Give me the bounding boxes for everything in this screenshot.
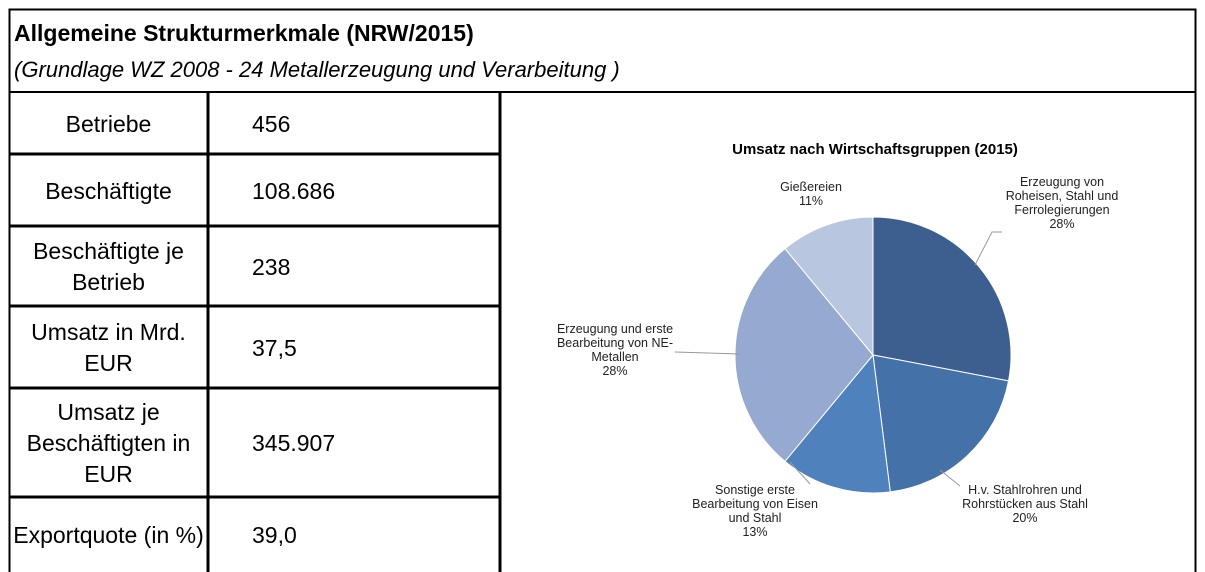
subtitle: (Grundlage WZ 2008 - 24 Metallerzeugung … bbox=[14, 57, 620, 82]
row-label: Exportquote (in %) bbox=[13, 522, 204, 548]
pie-label: Sonstige erste Bearbeitung von Eisen und… bbox=[690, 483, 820, 539]
pie-label-name: Erzeugung und erste Bearbeitung von NE-M… bbox=[556, 322, 674, 364]
row-value: 238 bbox=[252, 253, 291, 280]
row-value: 345.907 bbox=[252, 430, 336, 456]
row-value: 108.686 bbox=[252, 177, 336, 204]
pie-slice bbox=[784, 216, 874, 357]
row-label: Umsatz in Mrd. EUR bbox=[31, 319, 186, 376]
pie-label-value: 28% bbox=[1049, 217, 1075, 231]
pie-slice bbox=[734, 247, 874, 463]
title: Allgemeine Strukturmerkmale (NRW/2015) bbox=[14, 20, 474, 46]
pie-slice bbox=[784, 353, 891, 494]
chart-title: Umsatz nach Wirtschaftsgruppen (2015) bbox=[732, 141, 1018, 158]
pie-label-name: Sonstige erste Bearbeitung von Eisen und… bbox=[692, 483, 818, 525]
pie-label: Gießereien 11% bbox=[761, 180, 861, 208]
pie-label-value: 20% bbox=[1012, 511, 1038, 525]
row-value: 456 bbox=[252, 110, 291, 137]
pie-label-value: 11% bbox=[798, 194, 824, 208]
row-label: Beschäftigte je Betrieb bbox=[33, 238, 184, 295]
row-label: Umsatz je Beschäftigten in EUR bbox=[26, 399, 191, 487]
pie-label: Erzeugung von Roheisen, Stahl und Ferrol… bbox=[1002, 175, 1122, 231]
pie-slice bbox=[872, 354, 1010, 493]
pie-label-name: H.v. Stahlrohren und Rohrstücken aus Sta… bbox=[962, 483, 1088, 511]
pie-label-name: Erzeugung von Roheisen, Stahl und Ferrol… bbox=[1005, 175, 1119, 217]
pie-slice bbox=[872, 216, 1012, 382]
pie-label: Erzeugung und erste Bearbeitung von NE-M… bbox=[545, 322, 685, 378]
pie bbox=[734, 216, 1012, 494]
row-label: Beschäftigte bbox=[45, 177, 172, 204]
pie-label: H.v. Stahlrohren und Rohrstücken aus Sta… bbox=[955, 483, 1095, 525]
row-value: 39,0 bbox=[252, 522, 297, 548]
pie-label-name: Gießereien bbox=[780, 180, 842, 194]
row-value: 37,5 bbox=[252, 334, 297, 361]
row-label: Betriebe bbox=[65, 110, 152, 137]
pie-label-value: 28% bbox=[602, 364, 628, 378]
pie-label-value: 13% bbox=[742, 525, 768, 539]
